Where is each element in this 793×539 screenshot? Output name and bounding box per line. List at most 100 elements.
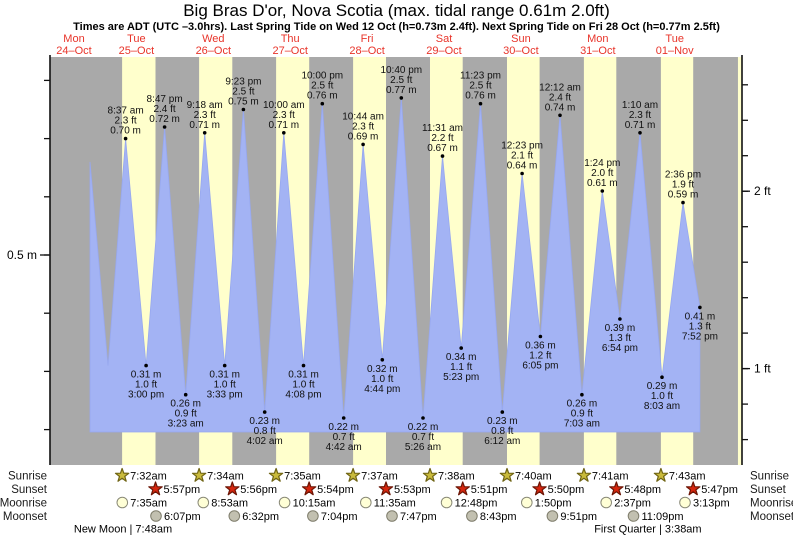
high-tide-label: 0.77 m [386, 85, 417, 96]
sunset-star-icon [301, 481, 317, 496]
sunset-star-icon [378, 481, 394, 496]
tide-extreme-dot [638, 131, 642, 135]
moonset-circle-icon [228, 510, 241, 522]
high-tide-label: 0.71 m [625, 120, 656, 131]
low-tide-label: 3:33 pm [207, 390, 243, 401]
sunset-star-icon [532, 481, 547, 496]
sunset-time: 5:53pm [394, 484, 431, 496]
low-tide-label: 5:23 pm [443, 372, 479, 383]
sunset-time: 5:57pm [164, 484, 201, 496]
day-name-label: Mon [587, 33, 608, 45]
high-tide-label: 2.3 ft [352, 121, 374, 132]
tide-extreme-dot [183, 392, 188, 397]
low-tide-label: 0.26 m [170, 399, 201, 410]
moonset-circle-icon [307, 510, 319, 522]
sunset-time: 5:56pm [240, 484, 277, 496]
moonset-circle-icon [546, 510, 559, 522]
day-date-label: 25–Oct [119, 45, 154, 57]
high-tide-label: 8:37 am [108, 106, 144, 117]
tide-extreme-dot [361, 142, 365, 147]
sunrise-time: 7:37am [361, 471, 398, 483]
low-tide-label: 5:26 am [405, 442, 441, 453]
high-tide-label: 11:23 pm [460, 71, 501, 82]
row-label-right-sunrise: Sunrise [750, 471, 789, 483]
high-tide-label: 2.5 ft [232, 87, 254, 98]
sunrise-time: 7:32am [130, 471, 167, 483]
high-tide-label: 0.71 m [189, 120, 220, 131]
low-tide-label: 0.32 m [367, 364, 398, 375]
tide-extreme-dot [618, 317, 622, 321]
moonrise-circle-icon [278, 496, 291, 509]
high-tide-label: 10:44 am [342, 111, 384, 122]
high-tide-label: 11:31 am [422, 123, 463, 134]
sunrise-star-icon [268, 467, 284, 482]
sunset-star-icon [685, 481, 701, 496]
tide-extreme-dot [399, 96, 404, 100]
low-tide-label: 6:54 pm [602, 343, 638, 354]
low-tide-label: 0.23 m [487, 416, 518, 427]
moonrise-time: 8:53am [211, 498, 248, 510]
tide-extreme-dot [580, 392, 584, 397]
sunrise-time: 7:40am [515, 471, 552, 483]
high-tide-label: 2.2 ft [431, 133, 453, 144]
tide-extreme-dot [500, 410, 505, 414]
moonrise-circle-icon [600, 496, 613, 509]
moonset-time: 7:04pm [321, 511, 358, 523]
sunset-time: 5:50pm [548, 484, 585, 496]
low-tide-label: 1.1 ft [450, 362, 472, 373]
day-name-label: Fri [361, 33, 374, 45]
tide-extreme-dot [341, 416, 346, 420]
tide-extreme-dot [478, 101, 483, 106]
sunrise-time: 7:35am [284, 471, 321, 483]
moonrise-time: 2:37pm [614, 498, 651, 510]
sunrise-star-icon [191, 467, 207, 482]
tide-extreme-dot [558, 113, 562, 118]
moonrise-time: 11:35am [374, 498, 416, 510]
high-tide-label: 9:18 am [187, 100, 223, 111]
sunrise-time: 7:34am [207, 471, 244, 483]
right-axis-label: 2 ft [754, 184, 771, 198]
low-tide-label: 0.29 m [647, 381, 678, 392]
high-tide-label: 1:24 pm [584, 158, 620, 169]
day-name-label: Tue [127, 33, 146, 45]
day-name-label: Wed [202, 33, 224, 45]
sunrise-star-icon [653, 467, 669, 482]
tide-extreme-dot [162, 125, 167, 129]
tide-extreme-dot [440, 154, 445, 158]
low-tide-label: 1.0 ft [292, 380, 314, 391]
tide-extreme-dot [421, 416, 425, 420]
day-date-label: 28–Oct [349, 45, 384, 57]
moonset-time: 8:43pm [480, 511, 517, 523]
moonset-circle-icon [150, 510, 162, 522]
high-tide-label: 0.70 m [110, 126, 141, 137]
sunrise-star-icon [422, 467, 438, 482]
low-tide-label: 7:03 am [564, 419, 600, 430]
high-tide-label: 10:00 am [263, 100, 305, 111]
low-tide-label: 1.3 ft [689, 321, 711, 332]
high-tide-label: 0.67 m [427, 143, 458, 154]
low-tide-label: 0.7 ft [412, 432, 434, 443]
day-date-label: 30–Oct [503, 45, 538, 57]
moonset-time: 11:09pm [642, 511, 684, 523]
moon-phase-label: New Moon | 7:48am [74, 524, 172, 536]
high-tide-label: 12:12 am [539, 82, 581, 93]
high-tide-label: 10:00 pm [301, 71, 343, 82]
tide-extreme-dot [681, 200, 685, 205]
moonset-time: 9:51pm [560, 511, 597, 523]
moonrise-time: 7:35am [130, 498, 167, 510]
moonrise-circle-icon [440, 496, 453, 509]
moonrise-circle-icon [116, 496, 129, 509]
low-tide-label: 3:23 am [168, 419, 204, 430]
tide-extreme-dot [600, 189, 605, 193]
high-tide-label: 2.5 ft [390, 75, 412, 86]
moonset-time: 7:47pm [400, 511, 437, 523]
low-tide-label: 0.31 m [209, 370, 240, 381]
moonrise-time: 3:13pm [693, 498, 730, 510]
high-tide-label: 1:10 am [622, 100, 658, 111]
high-tide-label: 8:47 pm [147, 94, 183, 105]
sunset-star-icon [455, 481, 470, 496]
sunrise-star-icon [345, 467, 361, 482]
low-tide-label: 0.26 m [567, 399, 598, 410]
